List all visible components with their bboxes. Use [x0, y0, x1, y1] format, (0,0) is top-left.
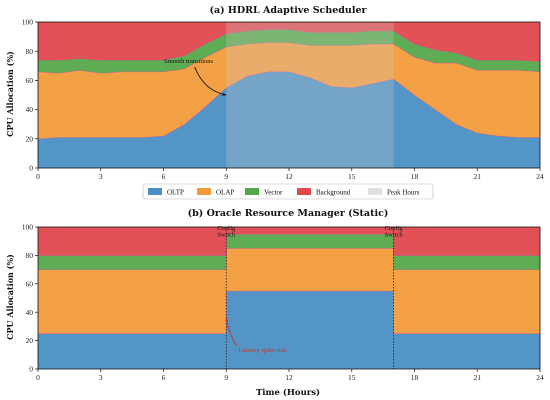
y-tick-label: 20 — [26, 336, 34, 345]
y-tick-label: 40 — [26, 105, 34, 114]
y-tick-label: 80 — [26, 47, 34, 56]
y-axis-label-b: CPU Allocation (%) — [5, 254, 15, 340]
plot-area-a: 0 3 6 9 12 15 18 21 24 0 20 40 60 80 100 Smooth transit… — [22, 18, 544, 181]
x-tick-label: 6 — [162, 373, 166, 382]
x-tick-label: 21 — [474, 172, 482, 181]
legend-swatch-peak-hours — [368, 188, 382, 195]
legend-label-vector: Vector — [264, 189, 283, 197]
area-background-a — [38, 22, 540, 62]
area-oltp-a — [38, 71, 540, 168]
legend-swatch-oltp — [148, 188, 162, 195]
legend-label-peak-hours: Peak Hours — [387, 189, 420, 197]
annotation-text-b-0: Config Switch — [217, 225, 236, 239]
y-tick-label: 60 — [26, 279, 34, 288]
y-axis-label-a: CPU Allocation (%) — [5, 51, 15, 137]
x-tick-label: 3 — [99, 172, 103, 181]
legend-label-background: Background — [316, 189, 351, 197]
annotation-text-b-2: Latency spike risk — [239, 347, 287, 354]
legend-item-vector: Vector — [245, 188, 283, 197]
panel-hdrl-chart: (a) HDRL Adaptive Scheduler CPU Allocati… — [5, 5, 544, 181]
y-tick-label: 100 — [22, 18, 34, 27]
legend-swatch-olap — [197, 188, 211, 195]
area-olap-a — [38, 42, 540, 139]
y-tick-label: 20 — [26, 134, 34, 143]
x-tick-label: 9 — [224, 373, 228, 382]
legend-label-olap: OLAP — [216, 189, 234, 197]
annotation-arrowhead-b-2 — [225, 317, 229, 322]
area-vector-a — [38, 29, 540, 74]
annotation-arrowhead-a-0 — [222, 92, 227, 96]
x-tick-label: 24 — [536, 373, 544, 382]
plot-area-b: 0 3 6 9 12 15 18 21 24 0 20 40 60 80 100 Config Switch Co… — [22, 223, 544, 382]
panel-oracle-chart: (b) Oracle Resource Manager (Static) CPU… — [5, 208, 544, 398]
area-oltp-b — [38, 290, 540, 369]
x-tick-label: 6 — [162, 172, 166, 181]
chart-title-a: (a) HDRL Adaptive Scheduler — [209, 5, 367, 16]
x-tick-label: 0 — [36, 373, 40, 382]
legend-item-oltp: OLTP — [148, 188, 184, 197]
x-tick-label: 12 — [285, 172, 293, 181]
x-axis-label: Time (Hours) — [256, 387, 320, 398]
x-tick-label: 15 — [348, 172, 356, 181]
peak-hours-span — [226, 22, 394, 168]
x-tick-label: 18 — [411, 373, 419, 382]
legend: OLTP OLAP Vector Background Peak Hours — [142, 183, 434, 200]
y-tick-label: 100 — [22, 223, 34, 232]
x-tick-label: 9 — [224, 172, 228, 181]
x-tick-label: 18 — [411, 172, 419, 181]
x-tick-label: 0 — [36, 172, 40, 181]
legend-item-olap: OLAP — [197, 188, 234, 197]
y-tick-label: 40 — [26, 308, 34, 317]
x-tick-label: 15 — [348, 373, 356, 382]
y-tick-label: 0 — [29, 164, 33, 173]
annotation-text-b-1: Config Switch — [385, 225, 404, 239]
legend-swatch-vector — [245, 188, 259, 195]
y-tick-label: 60 — [26, 76, 34, 85]
legend-item-peak-hours: Peak Hours — [368, 188, 420, 197]
area-background-b — [38, 227, 540, 256]
y-tick-label: 0 — [29, 365, 33, 374]
chart-title-b: (b) Oracle Resource Manager (Static) — [188, 208, 389, 219]
x-tick-label: 21 — [474, 373, 482, 382]
x-tick-label: 24 — [536, 172, 544, 181]
legend-item-background: Background — [297, 188, 351, 197]
legend-frame — [142, 183, 434, 200]
x-tick-label: 12 — [285, 373, 293, 382]
area-vector-b — [38, 234, 540, 270]
x-tick-label: 3 — [99, 373, 103, 382]
legend-label-oltp: OLTP — [167, 189, 184, 197]
y-tick-label: 80 — [26, 251, 34, 260]
annotation-text-a-0: Smooth transitions — [164, 58, 213, 65]
legend-swatch-background — [297, 188, 311, 195]
